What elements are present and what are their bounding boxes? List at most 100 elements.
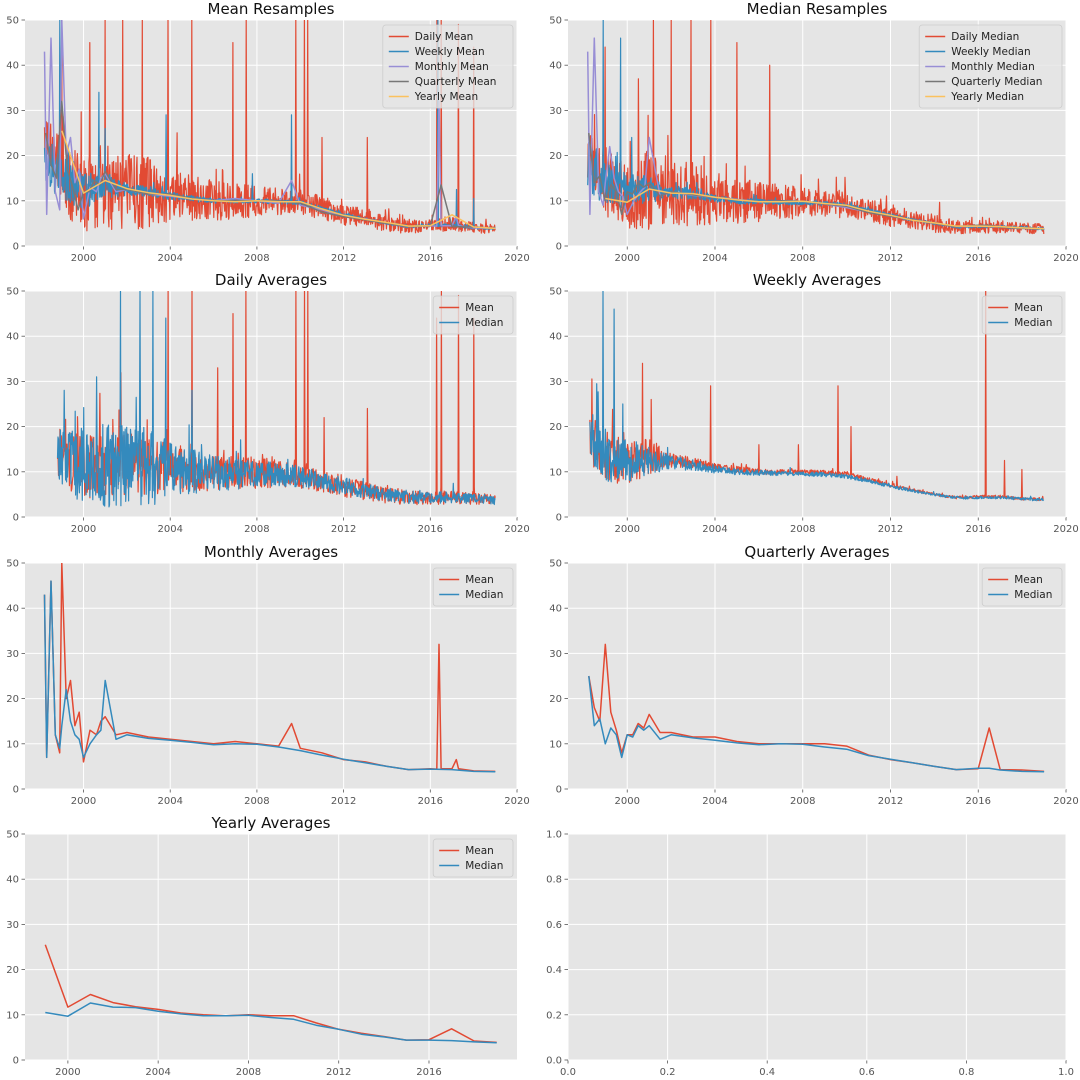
- x-tick-label: 2016: [418, 253, 443, 264]
- y-tick-label: 10: [549, 196, 562, 207]
- y-tick-label: 10: [549, 467, 562, 478]
- legend-label: Quarterly Mean: [415, 76, 497, 88]
- legend-label: Yearly Median: [950, 91, 1024, 103]
- x-tick-label: 2000: [615, 253, 640, 264]
- y-tick-label: 10: [6, 1010, 19, 1021]
- legend: Mean Median: [432, 295, 514, 335]
- series-line-median: [45, 1002, 497, 1044]
- legend-label: Daily Median: [951, 31, 1019, 43]
- series-group: [588, 643, 1045, 773]
- x-tick-label: 2008: [790, 796, 815, 807]
- y-tick-label: 0: [556, 242, 562, 253]
- x-tick-label: 0.8: [958, 1067, 974, 1078]
- y-tick-label: 10: [549, 739, 562, 750]
- legend-label: Mean: [465, 302, 494, 314]
- legend-box: [918, 24, 1063, 109]
- x-tick-label: 2012: [331, 796, 356, 807]
- x-tick-label: 2008: [790, 253, 815, 264]
- y-tick-label: 0: [13, 785, 19, 796]
- y-tick-label: 30: [549, 106, 562, 117]
- chart-title: Median Resamples: [747, 0, 888, 18]
- y-tick-label: 50: [549, 559, 562, 570]
- y-tick-label: 50: [549, 287, 562, 298]
- series-group: [56, 291, 496, 508]
- y-tick-label: 20: [6, 965, 19, 976]
- series-line-yearly: [61, 130, 496, 230]
- plot-area: [568, 834, 1066, 1060]
- legend-label: Median: [465, 589, 503, 601]
- x-tick-label: 2016: [416, 1067, 441, 1078]
- x-tick-label: 2012: [326, 1067, 351, 1078]
- legend: Mean Median: [981, 567, 1063, 607]
- x-tick-label: 2004: [702, 253, 727, 264]
- x-tick-label: 2008: [244, 524, 269, 535]
- x-tick-label: 2012: [331, 253, 356, 264]
- series-group: [44, 944, 497, 1044]
- legend-label: Mean: [465, 845, 494, 857]
- legend: Mean Median: [981, 295, 1063, 335]
- x-tick-label: 2016: [966, 796, 991, 807]
- legend-box: [432, 567, 514, 607]
- series-group: [586, 20, 1045, 235]
- series-line-median: [56, 291, 496, 508]
- y-tick-label: 0: [13, 513, 19, 524]
- y-tick-label: 20: [6, 694, 19, 705]
- y-tick-label: 20: [549, 151, 562, 162]
- legend-label: Median: [465, 860, 503, 872]
- legend-label: Monthly Mean: [415, 61, 489, 73]
- y-tick-label: 20: [549, 422, 562, 433]
- y-tick-label: 30: [6, 649, 19, 660]
- y-tick-label: 10: [6, 739, 19, 750]
- y-tick-label: 0.6: [546, 920, 562, 931]
- y-tick-label: 0.0: [546, 1056, 562, 1067]
- x-tick-label: 2020: [504, 524, 529, 535]
- subplot-4: 2000 2004 2008 2012 2016 2020 0 10 20 30 40 50 Weekl…: [549, 271, 1078, 535]
- y-tick-label: 50: [6, 830, 19, 841]
- subplot-2: 2000 2004 2008 2012 2016 2020 0 10 20 30 40 50 Media…: [549, 0, 1078, 264]
- x-tick-label: 2004: [157, 796, 182, 807]
- x-tick-label: 2000: [71, 524, 96, 535]
- y-tick-label: 30: [6, 106, 19, 117]
- x-tick-label: 2020: [504, 253, 529, 264]
- y-tick-label: 30: [549, 649, 562, 660]
- x-tick-label: 0.0: [560, 1067, 576, 1078]
- legend-label: Mean: [465, 574, 494, 586]
- y-tick-label: 50: [549, 16, 562, 27]
- y-tick-label: 20: [6, 422, 19, 433]
- legend-label: Quarterly Median: [951, 76, 1042, 88]
- series-line-median: [588, 675, 1045, 773]
- y-tick-label: 50: [6, 287, 19, 298]
- y-tick-label: 0.8: [546, 875, 562, 886]
- chart-title: Quarterly Averages: [744, 543, 889, 561]
- subplot-6: 2000 2004 2008 2012 2016 2020 0 10 20 30 40 50 Quart…: [549, 543, 1078, 807]
- x-tick-label: 2012: [878, 796, 903, 807]
- legend-label: Mean: [1014, 574, 1043, 586]
- legend: Mean Median: [432, 567, 514, 607]
- x-tick-label: 2016: [966, 524, 991, 535]
- x-tick-label: 2020: [504, 796, 529, 807]
- y-tick-label: 10: [6, 196, 19, 207]
- x-tick-label: 2016: [418, 524, 443, 535]
- y-tick-label: 40: [6, 604, 19, 615]
- legend: Daily Mean Weekly Mean Monthly Mean Quarter…: [382, 24, 514, 109]
- chart-title: Yearly Averages: [211, 814, 331, 832]
- chart-title: Monthly Averages: [204, 543, 338, 561]
- subplot-1: 2000 2004 2008 2012 2016 2020 0 10 20 30 40 50 Mean …: [6, 0, 529, 264]
- x-tick-label: 0.4: [759, 1067, 775, 1078]
- legend: Mean Median: [432, 838, 514, 878]
- series-group: [43, 20, 496, 234]
- series-line-daily: [587, 20, 1045, 235]
- x-tick-label: 2000: [615, 524, 640, 535]
- y-tick-label: 40: [6, 61, 19, 72]
- x-tick-label: 2004: [157, 253, 182, 264]
- x-tick-label: 2008: [244, 253, 269, 264]
- y-tick-label: 0: [13, 242, 19, 253]
- y-tick-label: 40: [6, 875, 19, 886]
- series-line-mean: [43, 563, 496, 773]
- series-group: [589, 291, 1045, 502]
- subplot-7: 2000 2004 2008 2012 2016 0 10 20 30 40 50 Yearly Av…: [6, 814, 517, 1078]
- y-tick-label: 40: [549, 332, 562, 343]
- legend-box: [382, 24, 514, 109]
- legend-box: [432, 295, 514, 335]
